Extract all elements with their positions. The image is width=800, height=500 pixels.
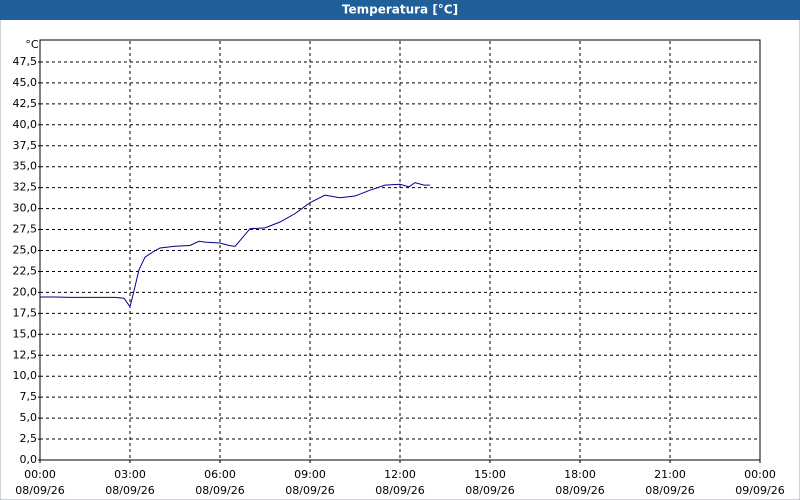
y-axis-label: °C [25,38,39,51]
x-tick-label: 12:00 [384,468,416,481]
y-tick-label: 22,5 [13,264,38,277]
x-tick-label: 06:00 [204,468,236,481]
x-tick-label: 09:00 [294,468,326,481]
x-tick-label: 03:00 [114,468,146,481]
y-tick-label: 20,0 [13,285,38,298]
x-tick-label: 00:00 [744,468,776,481]
y-tick-label: 5,0 [20,411,38,424]
x-tick-label: 15:00 [474,468,506,481]
x-tick-date: 08/09/26 [645,484,694,497]
x-tick-date: 08/09/26 [555,484,604,497]
x-tick-date: 08/09/26 [15,484,64,497]
y-tick-label: 15,0 [13,327,38,340]
y-tick-label: 30,0 [13,202,38,215]
y-tick-label: 35,0 [13,160,38,173]
y-tick-label: 45,0 [13,76,38,89]
y-tick-label: 17,5 [13,306,38,319]
x-tick-label: 21:00 [654,468,686,481]
x-tick-date: 09/09/26 [735,484,784,497]
y-tick-label: 2,5 [20,432,38,445]
plot-border [39,39,761,461]
y-tick-label: 27,5 [13,223,38,236]
x-tick-date: 08/09/26 [375,484,424,497]
y-tick-label: 10,0 [13,369,38,382]
y-tick-label: 12,5 [13,348,38,361]
x-tick-date: 08/09/26 [465,484,514,497]
y-tick-label: 7,5 [20,390,38,403]
y-tick-label: 47,5 [13,55,38,68]
y-tick-label: 42,5 [13,97,38,110]
x-tick-label: 00:00 [24,468,56,481]
title-bar [0,0,800,20]
y-tick-label: 32,5 [13,181,38,194]
y-tick-label: 25,0 [13,244,38,257]
line [40,182,430,308]
x-tick-date: 08/09/26 [195,484,244,497]
x-tick-label: 18:00 [564,468,596,481]
chart-title: Temperatura [°C] [342,3,458,17]
x-tick-date: 08/09/26 [285,484,334,497]
y-tick-label: 0,0 [20,453,38,466]
y-tick-label: 37,5 [13,139,38,152]
x-tick-date: 08/09/26 [105,484,154,497]
y-tick-label: 40,0 [13,118,38,131]
